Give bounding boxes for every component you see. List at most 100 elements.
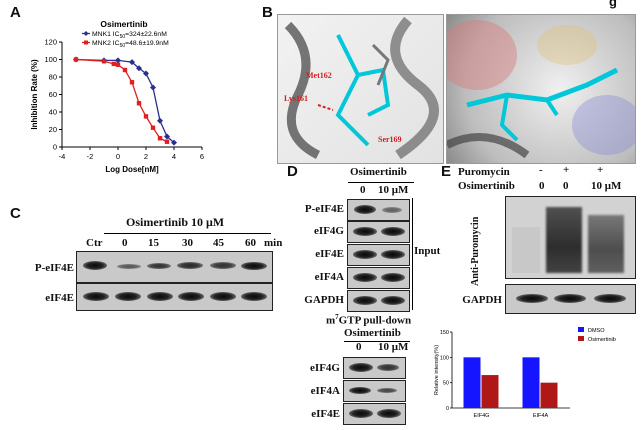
panel-label-a: A	[10, 4, 21, 21]
input-label: Input	[414, 245, 441, 257]
blot-label-gapdh-d: GAPDH	[304, 294, 344, 306]
x-tick-label: 2	[144, 152, 148, 161]
data-point-mnk2	[115, 62, 121, 67]
pulldown-treatment-line	[344, 341, 410, 342]
blot-anti-puromycin	[505, 196, 636, 279]
x-tick-label: 4	[172, 152, 176, 161]
docking-right-drawing	[447, 20, 635, 159]
chart-a-xlabel: Log Dose[nM]	[105, 165, 159, 174]
bar-eif4a-osimertinib	[540, 382, 558, 408]
bar-eif4g-dmso	[463, 357, 481, 408]
pulldown-title: m7GTP pull-down	[326, 313, 411, 327]
blot-eif4e-d	[347, 244, 410, 266]
residue-label-met162: Met162	[306, 71, 332, 80]
chart-e-ylabel: Relative intensity(%)	[434, 345, 440, 395]
bar-eif4g-osimertinib	[481, 375, 499, 408]
data-point-mnk2	[150, 125, 156, 130]
data-point-mnk2	[111, 61, 116, 67]
x-tick-label: 0	[116, 152, 120, 161]
panel-e-row-osimertinib-label: Osimertinib	[458, 180, 515, 192]
blot-label-eif4a-d: eIF4A	[314, 271, 344, 283]
lane-label-45: 45	[213, 237, 224, 249]
category-label: EIF4G	[474, 413, 490, 419]
y-tick-label: 40	[49, 108, 57, 117]
blot-eif4g-pd	[343, 357, 406, 379]
bar-eif4a-dmso	[522, 357, 540, 408]
docking-structure-right	[446, 14, 636, 164]
docking-left-drawing	[284, 16, 439, 160]
x-tick-label: -2	[87, 152, 94, 161]
x-tick-label: 6	[200, 152, 204, 161]
pulldown-title-rest: GTP pull-down	[338, 314, 412, 327]
blot-p-eif4e-d	[347, 199, 410, 221]
panel-e-osimertinib-v0: 0	[539, 180, 545, 192]
panel-c-treatment-line	[104, 233, 271, 234]
lane-label-15: 15	[148, 237, 159, 249]
panel-e-osimertinib-v2: 10 μM	[591, 180, 622, 192]
y-tick-label: 80	[49, 73, 57, 82]
legend-label-0: MNK1 IC50=324±22.6nM	[92, 31, 167, 40]
y-tick-label: 120	[44, 38, 57, 47]
panel-label-d: D	[287, 163, 298, 180]
y-tick-label: 20	[49, 125, 57, 134]
pulldown-lane-0: 0	[356, 341, 362, 353]
panel-label-c: C	[10, 205, 21, 222]
data-point-mnk1	[143, 70, 149, 77]
panel-d-treatment-line	[348, 182, 414, 183]
data-point-mnk1	[150, 84, 156, 91]
pulldown-title-sup: 7	[335, 313, 339, 321]
residue-label-ser169: Ser169	[378, 135, 402, 144]
panel-c-treatment: Osimertinib 10 μM	[126, 215, 225, 229]
data-point-mnk1	[164, 133, 170, 140]
panel-label-b: B	[262, 4, 273, 21]
y-tick-label: 60	[49, 90, 57, 99]
data-point-mnk1	[171, 139, 177, 146]
y-tick-label: 100	[440, 355, 449, 361]
pulldown-title-m: m	[326, 314, 336, 327]
pulldown-lane-10um: 10 μM	[378, 341, 409, 353]
panel-d-treatment: Osimertinib	[350, 166, 407, 178]
x-tick-label: -4	[59, 152, 66, 161]
blot-eif4a-d	[347, 267, 410, 289]
panel-e-osimertinib-v1: 0	[563, 180, 569, 192]
chart-a-ylabel: Inhibition Rate (%)	[30, 59, 39, 130]
blot-label-eif4a-pd: eIF4A	[310, 385, 340, 397]
input-bracket	[412, 198, 413, 310]
panel-e-row-puromycin-label: Puromycin	[458, 166, 510, 178]
blot-label-eif4g-pd: eIF4G	[310, 362, 340, 374]
legend-marker-0	[83, 31, 89, 36]
lane-label-60: 60	[245, 237, 256, 249]
data-point-mnk2	[122, 67, 128, 73]
blot-gapdh-d	[347, 290, 410, 312]
data-point-mnk2	[164, 139, 170, 144]
relative-intensity-chart: 0 50 100 150 Relative intensity(%) EIF4G EIF4A…	[434, 327, 616, 419]
docking-structure-left: Met162 Lys161 Ser169	[277, 14, 444, 164]
blot-gapdh-e	[505, 284, 636, 314]
anti-puromycin-label: Anti-Puromycin	[470, 216, 481, 286]
legend-label-1: Osimertinib	[588, 337, 616, 343]
blot-label-eif4e-pd: eIF4E	[311, 408, 340, 420]
legend-swatch-1	[578, 336, 584, 341]
data-point-mnk2	[129, 80, 135, 85]
residue-label-lys161: Lys161	[284, 94, 309, 103]
data-point-mnk1	[115, 57, 121, 64]
y-tick-label: 150	[440, 330, 449, 336]
panel-d-lane-0: 0	[360, 184, 366, 196]
blot-label-eif4e-c: eIF4E	[45, 292, 74, 304]
pulldown-treatment: Osimertinib	[344, 327, 401, 339]
blot-label-eif4g-d: eIF4G	[314, 225, 344, 237]
data-point-mnk1	[157, 117, 163, 124]
data-point-mnk1	[136, 65, 142, 72]
data-point-mnk2	[157, 136, 163, 141]
blot-p-eif4e-c	[76, 251, 273, 283]
series-line-0	[75, 58, 175, 144]
panel-label-e: E	[441, 163, 452, 180]
chart-a-title: Osimertinib	[100, 19, 147, 29]
panel-b-cut-title: g	[609, 0, 617, 9]
data-point-mnk2	[101, 59, 107, 64]
blot-eif4e-pd	[343, 403, 406, 425]
data-point-mnk2	[143, 114, 149, 119]
data-point-mnk1	[129, 59, 135, 66]
blot-label-gapdh-e: GAPDH	[462, 294, 502, 306]
